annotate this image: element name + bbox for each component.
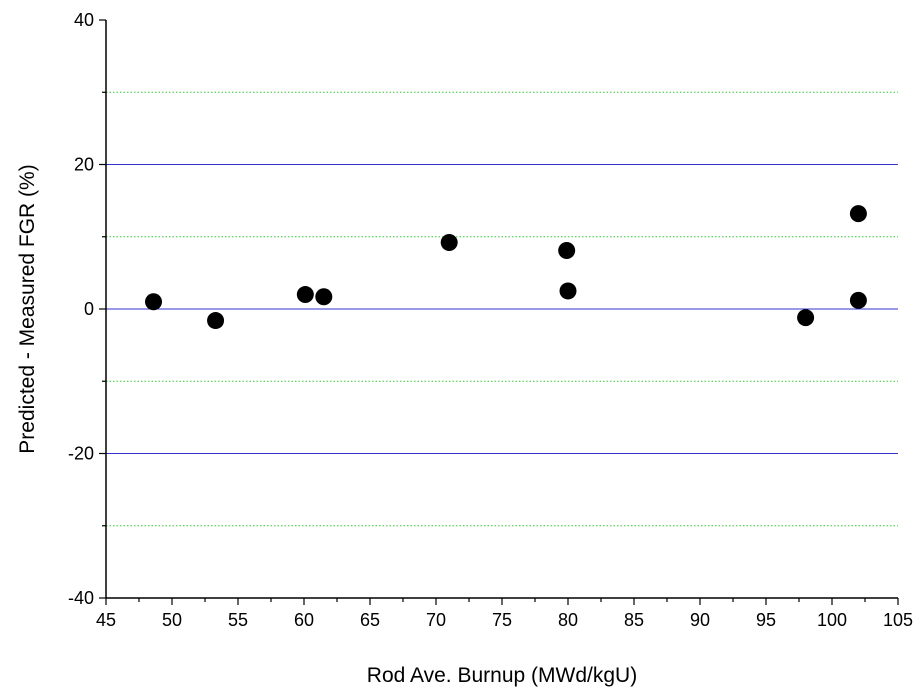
grid-layer	[106, 91, 898, 527]
data-point	[849, 291, 867, 309]
x-tick-label: 100	[817, 610, 847, 630]
points-layer	[145, 205, 867, 330]
data-point	[558, 241, 576, 259]
data-point	[440, 234, 458, 252]
data-point	[559, 282, 577, 300]
x-tick-label: 95	[756, 610, 776, 630]
x-tick-label: 45	[96, 610, 116, 630]
x-tick-label: 105	[883, 610, 913, 630]
data-point	[797, 309, 815, 327]
y-axis-label: Predicted - Measured FGR (%)	[16, 164, 39, 453]
x-tick-label: 90	[690, 610, 710, 630]
x-tick-label: 70	[426, 610, 446, 630]
x-axis-label: Rod Ave. Burnup (MWd/kgU)	[367, 664, 637, 687]
tick-layer: 45 50 55 60 65 70 75 80 85 90 95 100 105 -40 -20 0 20 40	[68, 10, 913, 630]
x-tick-label: 50	[162, 610, 182, 630]
x-tick-label: 85	[624, 610, 644, 630]
x-tick-label: 60	[294, 610, 314, 630]
x-tick-label: 65	[360, 610, 380, 630]
y-tick-label: -20	[68, 444, 94, 464]
y-tick-label: 0	[84, 299, 94, 319]
data-point	[849, 205, 867, 223]
x-tick-label: 55	[228, 610, 248, 630]
data-point	[207, 312, 225, 330]
y-tick-label: 40	[74, 10, 94, 30]
data-point	[145, 293, 163, 311]
x-tick-label: 75	[492, 610, 512, 630]
x-tick-label: 80	[558, 610, 578, 630]
data-point	[296, 286, 314, 304]
y-tick-label: 20	[74, 155, 94, 175]
y-tick-label: -40	[68, 588, 94, 608]
data-point	[315, 288, 333, 306]
